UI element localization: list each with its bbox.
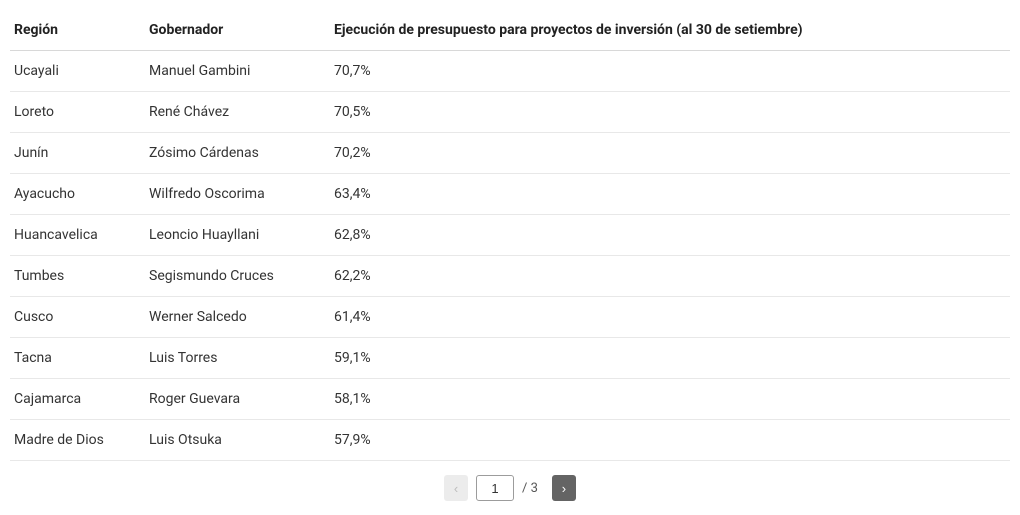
page-input[interactable]	[476, 475, 514, 501]
cell-region: Cusco	[10, 297, 145, 338]
table-row: Tumbes Segismundo Cruces 62,2%	[10, 256, 1010, 297]
prev-page-button[interactable]: ‹	[444, 475, 468, 501]
cell-ejecucion: 70,2%	[330, 133, 1010, 174]
cell-ejecucion: 62,8%	[330, 215, 1010, 256]
cell-ejecucion: 58,1%	[330, 379, 1010, 420]
cell-gobernador: Luis Torres	[145, 338, 330, 379]
pagination: ‹ / 3 ›	[10, 461, 1010, 505]
table-row: Huancavelica Leoncio Huayllani 62,8%	[10, 215, 1010, 256]
table-row: Ayacucho Wilfredo Oscorima 63,4%	[10, 174, 1010, 215]
table-row: Loreto René Chávez 70,5%	[10, 92, 1010, 133]
cell-gobernador: Luis Otsuka	[145, 420, 330, 461]
table-row: Junín Zósimo Cárdenas 70,2%	[10, 133, 1010, 174]
cell-ejecucion: 62,2%	[330, 256, 1010, 297]
page-total-label: / 3	[522, 481, 538, 496]
cell-ejecucion: 63,4%	[330, 174, 1010, 215]
cell-ejecucion: 57,9%	[330, 420, 1010, 461]
cell-region: Junín	[10, 133, 145, 174]
cell-region: Tumbes	[10, 256, 145, 297]
table-header-row: Región Gobernador Ejecución de presupues…	[10, 10, 1010, 51]
cell-gobernador: Leoncio Huayllani	[145, 215, 330, 256]
table-row: Ucayali Manuel Gambini 70,7%	[10, 51, 1010, 92]
cell-gobernador: Zósimo Cárdenas	[145, 133, 330, 174]
cell-region: Loreto	[10, 92, 145, 133]
cell-gobernador: Segismundo Cruces	[145, 256, 330, 297]
cell-ejecucion: 70,7%	[330, 51, 1010, 92]
col-header-region[interactable]: Región	[10, 10, 145, 51]
table-row: Cajamarca Roger Guevara 58,1%	[10, 379, 1010, 420]
col-header-ejecucion[interactable]: Ejecución de presupuesto para proyectos …	[330, 10, 1010, 51]
cell-gobernador: Werner Salcedo	[145, 297, 330, 338]
table-row: Cusco Werner Salcedo 61,4%	[10, 297, 1010, 338]
col-header-gobernador[interactable]: Gobernador	[145, 10, 330, 51]
cell-ejecucion: 61,4%	[330, 297, 1010, 338]
cell-gobernador: Manuel Gambini	[145, 51, 330, 92]
cell-region: Cajamarca	[10, 379, 145, 420]
cell-region: Huancavelica	[10, 215, 145, 256]
cell-ejecucion: 59,1%	[330, 338, 1010, 379]
table-body: Ucayali Manuel Gambini 70,7% Loreto René…	[10, 51, 1010, 461]
cell-region: Tacna	[10, 338, 145, 379]
table-row: Tacna Luis Torres 59,1%	[10, 338, 1010, 379]
next-page-button[interactable]: ›	[552, 475, 576, 501]
cell-region: Ucayali	[10, 51, 145, 92]
cell-gobernador: Roger Guevara	[145, 379, 330, 420]
cell-gobernador: Wilfredo Oscorima	[145, 174, 330, 215]
cell-region: Ayacucho	[10, 174, 145, 215]
table-row: Madre de Dios Luis Otsuka 57,9%	[10, 420, 1010, 461]
cell-gobernador: René Chávez	[145, 92, 330, 133]
cell-ejecucion: 70,5%	[330, 92, 1010, 133]
cell-region: Madre de Dios	[10, 420, 145, 461]
budget-table: Región Gobernador Ejecución de presupues…	[10, 10, 1010, 461]
